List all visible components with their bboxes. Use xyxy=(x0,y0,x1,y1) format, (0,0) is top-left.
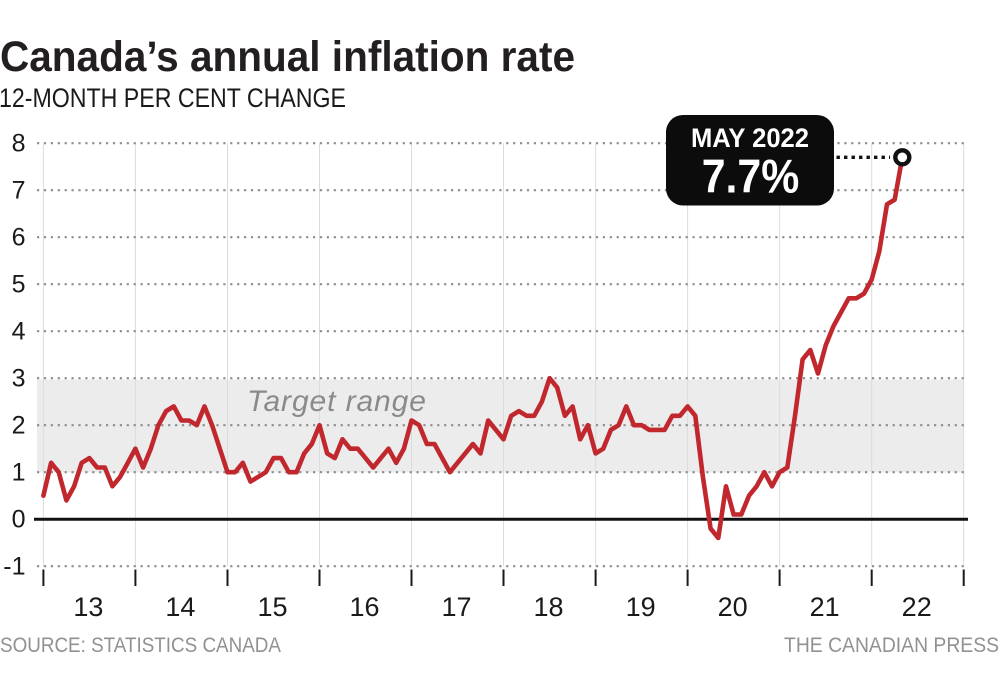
svg-text:5: 5 xyxy=(12,270,26,298)
svg-text:Canada’s annual inflation rate: Canada’s annual inflation rate xyxy=(0,34,575,81)
svg-text:2: 2 xyxy=(12,411,26,439)
svg-text:SOURCE: STATISTICS CANADA: SOURCE: STATISTICS CANADA xyxy=(0,633,282,657)
svg-text:21: 21 xyxy=(810,592,840,622)
svg-text:6: 6 xyxy=(12,223,26,251)
svg-text:18: 18 xyxy=(533,592,563,622)
svg-text:12-MONTH PER CENT CHANGE: 12-MONTH PER CENT CHANGE xyxy=(0,83,346,113)
svg-text:22: 22 xyxy=(902,592,932,622)
svg-text:3: 3 xyxy=(12,364,26,392)
svg-text:20: 20 xyxy=(718,592,748,622)
svg-text:4: 4 xyxy=(12,317,26,345)
svg-text:0: 0 xyxy=(12,505,26,533)
svg-text:THE CANADIAN PRESS: THE CANADIAN PRESS xyxy=(784,633,999,657)
svg-text:7.7%: 7.7% xyxy=(702,149,800,202)
svg-text:-1: -1 xyxy=(3,552,25,580)
svg-text:19: 19 xyxy=(626,592,656,622)
svg-text:1: 1 xyxy=(12,458,26,486)
svg-text:17: 17 xyxy=(441,592,471,622)
svg-text:14: 14 xyxy=(165,592,195,622)
svg-text:8: 8 xyxy=(12,129,26,157)
svg-text:Target range: Target range xyxy=(247,385,427,418)
svg-text:13: 13 xyxy=(73,592,103,622)
svg-text:15: 15 xyxy=(257,592,287,622)
svg-text:16: 16 xyxy=(349,592,379,622)
svg-text:7: 7 xyxy=(12,176,26,204)
svg-text:MAY 2022: MAY 2022 xyxy=(691,122,809,153)
